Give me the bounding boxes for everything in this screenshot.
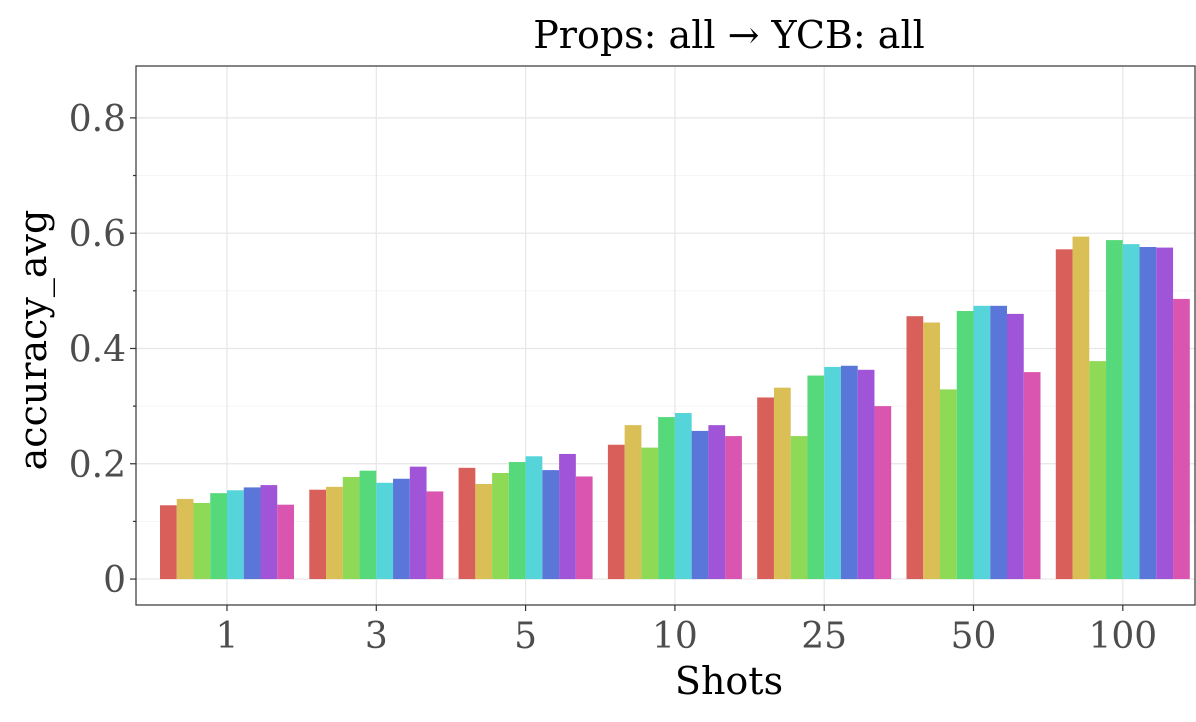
bar xyxy=(906,316,924,580)
y-axis-title: accuracy_avg xyxy=(11,210,56,471)
x-tick-label: 1 xyxy=(216,616,239,657)
bar xyxy=(790,436,808,580)
bar xyxy=(1072,236,1090,580)
x-tick-label: 10 xyxy=(652,616,698,657)
bar xyxy=(1055,249,1073,580)
x-axis-title: Shots xyxy=(675,659,783,703)
y-tick-label: 0.2 xyxy=(69,445,126,486)
bar xyxy=(458,467,476,580)
bar xyxy=(757,397,774,580)
bar xyxy=(525,456,543,580)
bar xyxy=(973,305,991,580)
x-tick-label: 3 xyxy=(365,616,388,657)
bar xyxy=(309,489,327,580)
chart-title: Props: all → YCB: all xyxy=(533,13,925,57)
bar xyxy=(542,470,560,580)
bar xyxy=(359,470,377,580)
bar xyxy=(409,466,427,580)
y-axis: 0 0.2 0.4 0.6 0.8 xyxy=(69,99,136,601)
bar xyxy=(956,311,974,580)
bar xyxy=(641,447,659,580)
bar xyxy=(1139,247,1157,580)
bar xyxy=(393,478,410,580)
bar xyxy=(243,487,261,580)
bar xyxy=(492,472,509,580)
bar xyxy=(1023,372,1041,580)
bar xyxy=(160,505,177,580)
bar xyxy=(691,430,709,580)
y-tick-label: 0 xyxy=(103,560,126,601)
bar xyxy=(376,482,394,580)
bar xyxy=(807,375,825,580)
bars xyxy=(160,236,1190,580)
bar xyxy=(1089,361,1107,580)
bar xyxy=(708,425,726,580)
bar xyxy=(1156,247,1174,580)
bar xyxy=(508,462,526,580)
bar xyxy=(1007,313,1024,580)
bar xyxy=(857,369,875,580)
bar xyxy=(210,493,227,580)
bar xyxy=(227,490,244,580)
bar xyxy=(475,483,493,580)
y-tick-label: 0.6 xyxy=(69,214,126,255)
bar xyxy=(824,366,841,580)
bar xyxy=(607,444,625,580)
bar xyxy=(990,305,1007,580)
bar xyxy=(1122,244,1140,580)
x-axis: 1 3 5 10 25 50 100 xyxy=(216,605,1157,657)
bar xyxy=(874,406,892,580)
y-tick-label: 0.8 xyxy=(69,99,126,140)
bar xyxy=(725,436,742,580)
bar xyxy=(193,502,211,580)
bar xyxy=(658,417,675,580)
x-tick-label: 100 xyxy=(1088,616,1157,657)
bar xyxy=(277,504,294,580)
bar xyxy=(773,387,791,580)
bar xyxy=(1173,298,1190,580)
plot-panel-border xyxy=(135,65,1196,606)
bar xyxy=(575,476,593,580)
x-tick-label: 5 xyxy=(514,616,537,657)
bar xyxy=(1106,240,1123,580)
bar xyxy=(342,477,360,580)
bar xyxy=(559,453,576,580)
y-tick-label: 0.4 xyxy=(69,329,126,370)
bar xyxy=(624,425,642,580)
x-tick-label: 25 xyxy=(801,616,847,657)
bar xyxy=(674,413,692,580)
bar xyxy=(176,498,194,580)
bar xyxy=(326,486,343,580)
bar xyxy=(426,491,444,580)
bar xyxy=(940,389,957,580)
x-tick-label: 50 xyxy=(951,616,997,657)
bar xyxy=(840,365,858,580)
bar xyxy=(260,485,278,580)
bar xyxy=(923,322,940,580)
